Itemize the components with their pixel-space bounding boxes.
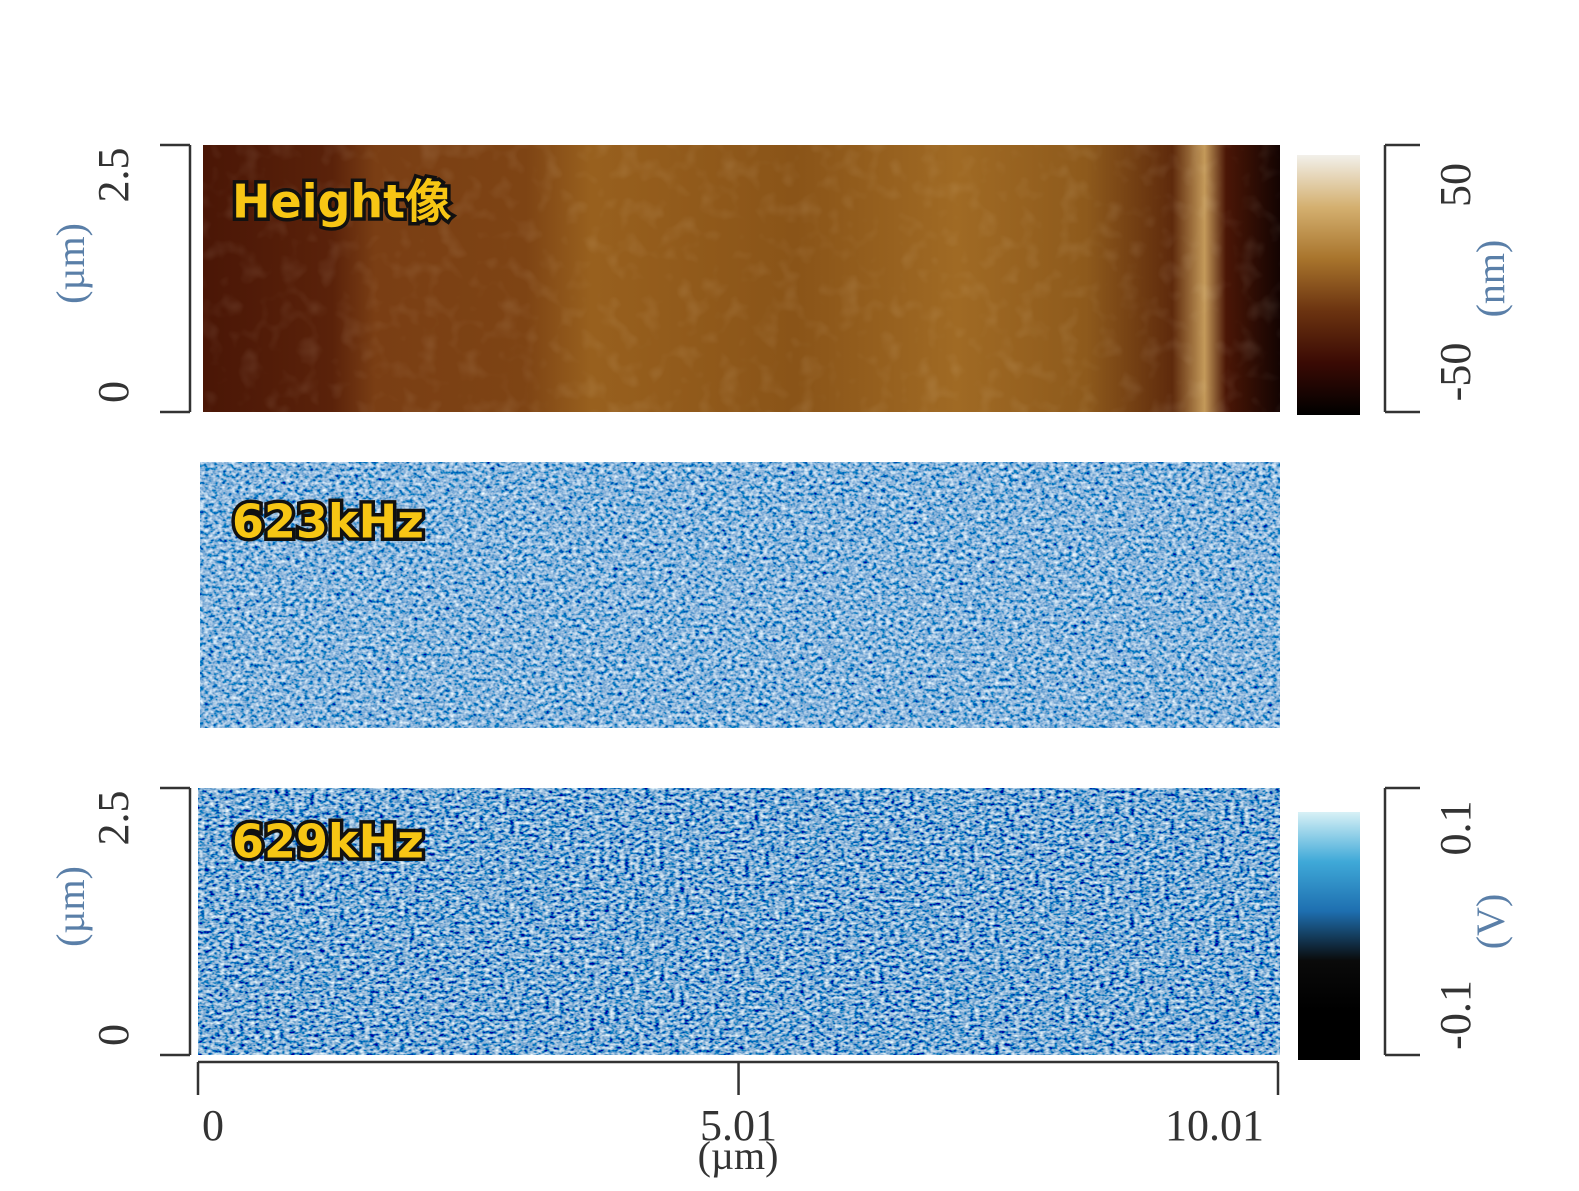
colorbar [1298,812,1360,1060]
colorbar-tick-label: -50 [1431,343,1480,402]
x-tick-label: 0 [202,1101,224,1150]
colorbar-tick-label: -0.1 [1431,980,1480,1050]
colorbar-tick-label: 0.1 [1431,801,1480,856]
colorbar [1297,155,1360,415]
y-tick-label: 2.5 [89,791,138,846]
colorbar-label: (nm) [1468,240,1513,318]
y-tick-label: 2.5 [89,148,138,203]
x-axis-label: (µm) [698,1133,779,1178]
x-tick-label: 10.01 [1165,1101,1264,1150]
figure: Height像 0 2.5 (µm) -50 50 (nm) 623kHz 629kHz 0 2.5… [0,0,1579,1186]
panel-label: Height像 [232,175,451,229]
y-tick-label: 0 [89,1024,138,1046]
colorbar-label: (V) [1468,894,1513,950]
y-axis-label: (µm) [48,866,93,947]
y-axis-label: (µm) [48,223,93,304]
panel-label: 623kHz [232,495,424,549]
colorbar-tick-label: 50 [1431,163,1480,207]
y-tick-label: 0 [89,381,138,403]
panel-label: 629kHz [232,815,424,869]
